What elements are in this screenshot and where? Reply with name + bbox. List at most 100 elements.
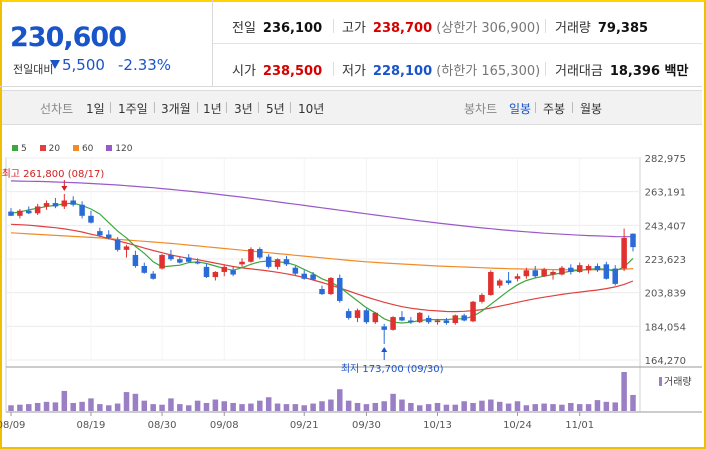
volume-bar	[550, 404, 556, 411]
volume-bar	[585, 404, 592, 411]
volume-bar	[17, 404, 23, 411]
volume-bar	[532, 404, 539, 411]
volume-bar	[52, 402, 59, 411]
volume-bar	[257, 400, 263, 411]
candle-chart-tab[interactable]: 봉차트	[464, 102, 498, 116]
candle-body	[337, 277, 343, 301]
max-annotation: 최고 261,800 (08/17)	[2, 168, 105, 180]
period-5y[interactable]: 5년	[266, 102, 285, 116]
stat-low: 저가 228,100 (하한가 165,300)	[342, 64, 541, 79]
candle-body	[8, 211, 14, 216]
period-3m[interactable]: 3개월	[161, 102, 191, 116]
volume-bar	[265, 397, 272, 411]
volume-bar	[381, 401, 387, 411]
period-3y[interactable]: 3년	[234, 102, 253, 116]
x-tick-label: 10/13	[423, 420, 452, 431]
x-tick-label: 08/19	[77, 420, 106, 431]
volume-bar	[568, 402, 574, 411]
y-tick-label: 263,191	[645, 188, 686, 199]
candle-body	[283, 259, 290, 265]
y-tick-label: 184,054	[645, 322, 686, 333]
volume-bar	[576, 404, 583, 411]
x-tick-label: 09/08	[210, 420, 239, 431]
volume-bar	[479, 400, 485, 411]
candle-body	[265, 256, 272, 267]
volume-bar	[594, 400, 601, 411]
volume-bar	[345, 400, 352, 411]
candle-body	[34, 206, 41, 214]
x-tick-label: 08/30	[148, 420, 177, 431]
candle-body	[461, 315, 467, 321]
stat-high: 고가 238,700 (상한가 306,900)	[342, 21, 541, 36]
volume-bar	[408, 402, 414, 411]
volume-bar	[43, 401, 50, 411]
volume-bar	[239, 404, 245, 411]
volume-bar	[61, 390, 68, 411]
candle-body	[301, 273, 307, 279]
candle-body	[470, 301, 476, 322]
volume-bar	[337, 389, 343, 411]
candle-body	[630, 233, 636, 248]
candle-body	[372, 312, 379, 323]
candle-body	[328, 277, 334, 295]
candle-body	[523, 270, 530, 277]
candle-body	[212, 271, 219, 278]
down-triangle-icon	[50, 60, 60, 69]
candle-body	[114, 239, 121, 250]
candle-body	[612, 268, 618, 284]
volume-bar	[292, 404, 299, 411]
candle-body	[505, 280, 512, 284]
stat-volume: 거래량 79,385	[555, 21, 649, 36]
candle-monthly[interactable]: 월봉	[580, 102, 603, 116]
period-toolbar: 선차트 1일 1주일 3개월 1년 3년 5년 10년 봉차트 일봉 주봉 월봉	[2, 90, 702, 125]
candle-body	[159, 254, 165, 269]
volume-bar	[372, 402, 379, 411]
period-1w[interactable]: 1주일	[118, 102, 148, 116]
volume-bar	[177, 404, 183, 411]
line-chart-tab[interactable]: 선차트	[40, 102, 74, 116]
volume-bar	[505, 403, 512, 411]
candle-body	[363, 310, 370, 323]
volume-bar	[159, 404, 165, 411]
volume-label: 거래량	[664, 376, 692, 388]
volume-bar	[150, 404, 156, 411]
volume-bar	[328, 399, 334, 411]
stat-open: 시가 238,500	[232, 64, 323, 79]
period-10y[interactable]: 10년	[298, 102, 325, 116]
volume-bar	[26, 404, 32, 411]
volume-bar	[105, 405, 112, 411]
volume-bar	[79, 401, 85, 411]
volume-bar	[8, 405, 14, 411]
candle-body	[230, 270, 236, 275]
period-1d[interactable]: 1일	[86, 102, 105, 116]
candle-weekly[interactable]: 주봉	[543, 102, 566, 116]
candle-body	[479, 294, 485, 302]
candle-body	[488, 271, 494, 295]
volume-bar	[212, 399, 219, 411]
candle-body	[88, 215, 94, 223]
candle-body	[310, 274, 316, 280]
volume-bar	[70, 402, 76, 411]
candle-body	[70, 200, 76, 205]
candle-body	[443, 320, 450, 324]
volume-bar	[488, 399, 494, 411]
candle-body	[168, 254, 174, 260]
legend-ma120: 120	[106, 144, 132, 154]
candle-body	[17, 210, 23, 216]
volume-bar	[230, 402, 236, 411]
volume-bar	[168, 398, 174, 411]
candle-body	[194, 261, 201, 264]
ma5-line	[10, 202, 634, 324]
price-box: 230,600 전일대비 5,500 -2.33%	[0, 0, 213, 86]
volume-bar	[541, 403, 547, 411]
candle-body	[61, 200, 68, 207]
legend-ma20: 20	[39, 144, 60, 154]
y-tick-label: 223,623	[645, 255, 686, 266]
y-tick-label: 203,839	[645, 289, 686, 300]
candle-body	[123, 246, 130, 250]
candle-body	[52, 203, 59, 207]
period-1y[interactable]: 1년	[203, 102, 222, 116]
y-tick-label: 243,407	[645, 221, 686, 232]
candle-daily[interactable]: 일봉	[509, 102, 532, 116]
ma-legend: 5 20 60 120	[12, 144, 142, 154]
